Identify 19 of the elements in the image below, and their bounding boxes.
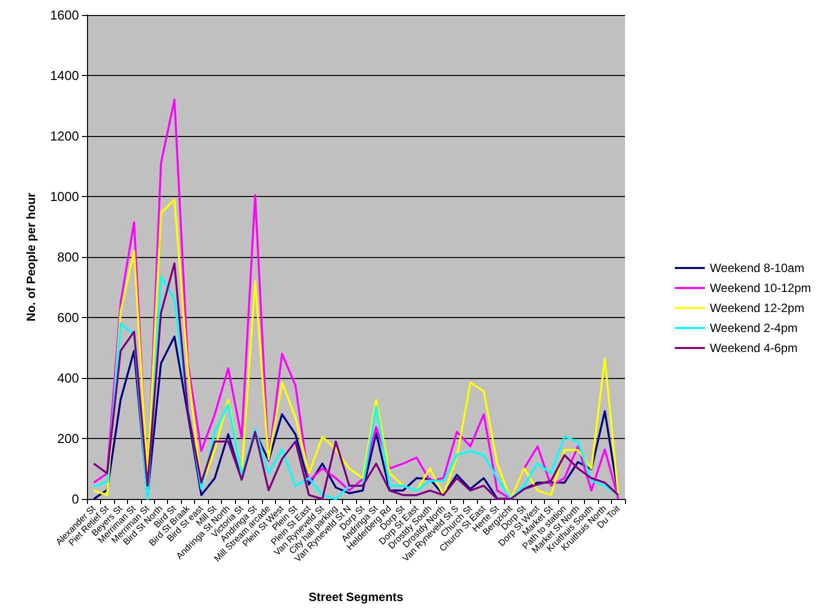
y-tick-label: 800 — [57, 250, 79, 264]
x-axis-title: Street Segments — [308, 590, 404, 604]
y-axis-title: No. of People per hour — [24, 192, 38, 322]
y-tick-label: 1600 — [50, 8, 79, 22]
legend-label: Weekend 10-12pm — [710, 281, 812, 295]
y-tick-label: 1000 — [50, 189, 79, 204]
y-tick-label: 200 — [57, 431, 79, 446]
y-tick-label: 0 — [72, 492, 79, 506]
y-tick-label: 400 — [57, 370, 79, 386]
legend-label: Weekend 8-10am — [710, 261, 804, 275]
line-series — [92, 336, 620, 500]
y-tick-label: 1200 — [50, 128, 79, 144]
line-series — [92, 198, 620, 500]
line-series — [92, 98, 620, 500]
legend-label: Weekend 12-2pm — [710, 301, 804, 315]
y-tick-label: 1400 — [50, 68, 79, 83]
y-tick-label: 600 — [57, 310, 79, 325]
legend-label: Weekend 2-4pm — [710, 321, 798, 335]
legend-label: Weekend 4-6pm — [710, 341, 798, 355]
